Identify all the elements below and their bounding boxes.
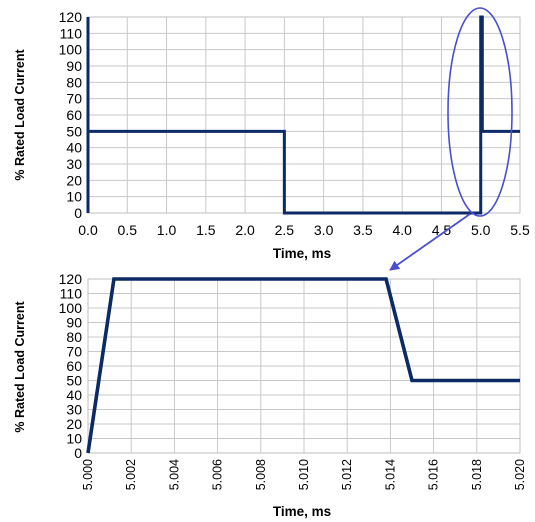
- top-chart-y-tick-label: 90: [66, 58, 82, 74]
- top-chart-series-line: [86, 15, 520, 215]
- zoom-region-ellipse: [447, 7, 513, 217]
- top-chart-x-tick-label: 4.0: [392, 222, 412, 238]
- top-chart-x-tick-label: 2.0: [235, 222, 255, 238]
- bottom-chart-x-tick-label: 5.008: [254, 459, 268, 490]
- bottom-chart-x-tick-label: 5.000: [81, 459, 95, 490]
- bottom-chart-y-tick-label: 50: [66, 373, 82, 389]
- bottom-chart-x-tick-label: 5.018: [470, 459, 484, 490]
- bottom-chart-y-tick-label: 40: [66, 387, 82, 403]
- top-chart-x-tick-label: 2.5: [275, 222, 295, 238]
- bottom-chart-y-tick-label: 30: [66, 402, 82, 418]
- top-chart-y-tick-label: 80: [66, 74, 82, 90]
- bottom-chart-x-tick-label: 5.006: [211, 459, 225, 490]
- top-chart-y-tick-label: 50: [66, 123, 82, 139]
- bottom-chart-y-tick-label: 70: [66, 344, 82, 360]
- top-chart-x-tick-label: 3.0: [314, 222, 334, 238]
- bottom-chart-y-axis-label: % Rated Load Current: [13, 301, 27, 433]
- bottom-chart-y-tick-label: 10: [66, 431, 82, 447]
- top-chart-x-ticks: 0.0 0.5 1.0 1.5 2.0 2.5 3.0 3.5 4.0 4.5 5.0 5.5: [78, 222, 530, 238]
- bottom-chart-x-tick-label: 5.020: [513, 459, 527, 490]
- bottom-chart-x-tick-label: 5.004: [167, 459, 181, 490]
- bottom-chart-x-ticks: 5.000 5.002 5.004 5.006 5.008 5.010 5.012 5.014…: [81, 459, 527, 490]
- top-chart-y-tick-label: 40: [66, 140, 82, 156]
- top-chart-x-tick-label: 1.0: [157, 222, 177, 238]
- bottom-chart-x-tick-label: 5.016: [427, 459, 441, 490]
- top-chart-series: [86, 15, 520, 215]
- top-chart-y-tick-label: 10: [66, 189, 82, 205]
- top-chart-y-axis-label: % Rated Load Current: [13, 49, 27, 181]
- top-chart-x-tick-label: 0.5: [118, 222, 138, 238]
- bottom-chart-x-tick-label: 5.012: [340, 459, 354, 490]
- top-chart-y-tick-label: 100: [59, 42, 83, 58]
- top-chart-x-tick-label: 3.5: [353, 222, 373, 238]
- bottom-chart-y-tick-label: 100: [59, 300, 83, 316]
- bottom-chart-x-axis-label: Time, ms: [273, 504, 331, 519]
- top-chart-y-tick-label: 30: [66, 156, 82, 172]
- bottom-chart-x-tick-label: 5.010: [297, 459, 311, 490]
- bottom-chart-y-tick-label: 90: [66, 315, 82, 331]
- top-chart-y-tick-label: 70: [66, 91, 82, 107]
- bottom-chart-x-tick-label: 5.014: [383, 459, 397, 490]
- bottom-chart-series: [86, 277, 520, 454]
- top-chart-x-axis-label: Time, ms: [273, 246, 331, 261]
- bottom-chart-y-tick-label: 60: [66, 358, 82, 374]
- top-chart-y-tick-label: 110: [60, 25, 83, 41]
- top-chart-y-tick-label: 60: [66, 107, 82, 123]
- bottom-chart-y-tick-label: 80: [66, 329, 82, 345]
- top-chart-x-tick-label: 4.5: [432, 222, 452, 238]
- bottom-chart-series-line: [86, 277, 520, 454]
- bottom-chart-x-tick-label: 5.002: [124, 459, 138, 490]
- bottom-chart-y-tick-label: 120: [59, 271, 83, 287]
- top-chart-x-tick-label: 5.0: [471, 222, 491, 238]
- bottom-chart-y-tick-label: 0: [74, 445, 82, 461]
- bottom-chart-grid: [87, 278, 521, 454]
- zoom-arrow: [389, 213, 471, 271]
- bottom-chart-y-tick-label: 20: [66, 416, 82, 432]
- top-chart-y-tick-label: 20: [66, 172, 82, 188]
- top-chart-x-tick-label: 1.5: [196, 222, 216, 238]
- top-chart-y-tick-label: 0: [74, 205, 82, 221]
- top-chart-y-tick-label: 120: [59, 9, 83, 25]
- top-chart-x-tick-label: 0.0: [78, 222, 98, 238]
- top-chart-x-tick-label: 5.5: [510, 222, 530, 238]
- bottom-chart-y-tick-label: 110: [60, 286, 83, 302]
